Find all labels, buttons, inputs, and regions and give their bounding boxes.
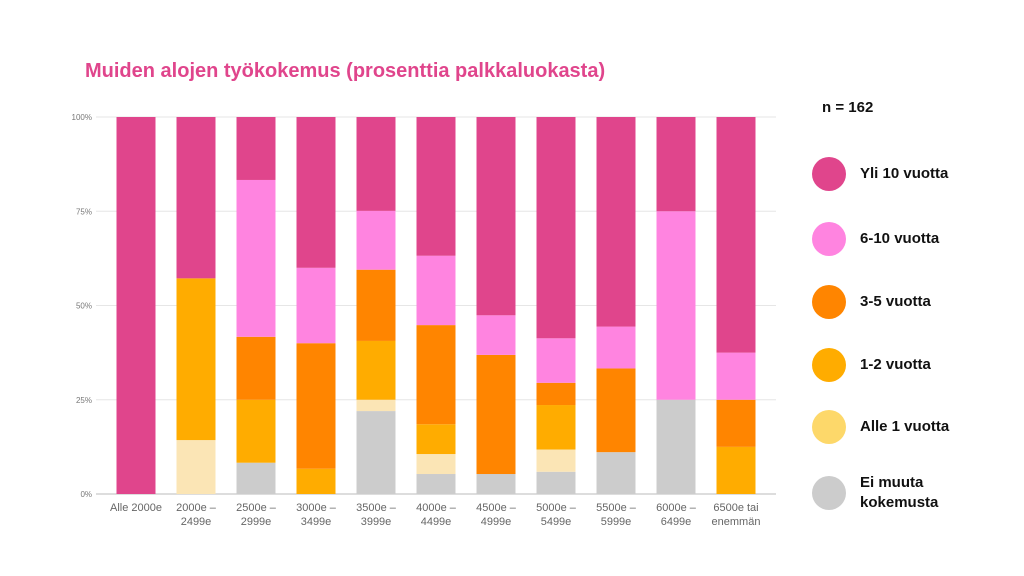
- x-tick-label: 5000e –: [536, 502, 577, 514]
- bar-segment: [416, 454, 456, 475]
- legend-item: 3-5 vuotta: [812, 285, 990, 319]
- y-tick-label: 0%: [80, 490, 92, 499]
- legend-swatch-1-2-years: [812, 348, 846, 382]
- bar-segment: [176, 440, 216, 494]
- x-tick-label: 2999e: [241, 516, 272, 528]
- x-tick-label: 2000e –: [176, 502, 217, 514]
- y-tick-label: 50%: [76, 302, 92, 311]
- bar-segment: [716, 399, 756, 447]
- y-tick-label: 25%: [76, 396, 92, 405]
- bar-segment: [476, 117, 516, 316]
- x-tick-label: enemmän: [712, 516, 761, 528]
- bar-segment: [536, 449, 576, 472]
- legend-label: 3-5 vuotta: [860, 293, 931, 310]
- bar-segment: [236, 462, 276, 494]
- bar-segment: [536, 382, 576, 406]
- bar-segment: [236, 117, 276, 180]
- bar-segment: [476, 315, 516, 355]
- bar-segment: [656, 211, 696, 400]
- x-tick-label: 5499e: [541, 516, 572, 528]
- bar-segment: [356, 210, 396, 270]
- legend-label: 1-2 vuotta: [860, 356, 931, 373]
- bar-segment: [536, 338, 576, 383]
- bar-segment: [596, 368, 636, 453]
- legend-label: Alle 1 vuotta: [860, 418, 950, 435]
- x-tick-label: 2500e –: [236, 502, 277, 514]
- bar-segment: [356, 117, 396, 211]
- legend-item: Alle 1 vuotta: [812, 410, 990, 444]
- bar-segment: [236, 399, 276, 463]
- x-tick-label: 6499e: [661, 516, 692, 528]
- bar-segment: [656, 117, 696, 212]
- bar-segment: [416, 325, 456, 425]
- bar-segment: [716, 446, 756, 494]
- x-tick-label: 4999e: [481, 516, 512, 528]
- bar-segment: [296, 468, 336, 494]
- bar-segment: [476, 474, 516, 494]
- bar-segment: [416, 255, 456, 326]
- bar-segment: [716, 352, 756, 400]
- bar-segment: [296, 343, 336, 469]
- legend-label: 6-10 vuotta: [860, 230, 940, 247]
- bar-segment: [596, 117, 636, 327]
- bar-segment: [236, 336, 276, 400]
- bar-segment: [416, 424, 456, 455]
- x-tick-label: 4000e –: [416, 502, 457, 514]
- x-tick-label: 3500e –: [356, 502, 397, 514]
- legend-swatch-no-experience: [812, 476, 846, 510]
- bar-segment: [536, 117, 576, 339]
- x-tick-label: 2499e: [181, 516, 212, 528]
- legend-swatch-6-10-years: [812, 222, 846, 256]
- x-tick-label: 4500e –: [476, 502, 517, 514]
- chart-title: Muiden alojen työkokemus (prosenttia pal…: [85, 60, 606, 82]
- x-tick-label: 3999e: [361, 516, 392, 528]
- x-tick-label: 4499e: [421, 516, 452, 528]
- x-tick-label: 5500e –: [596, 502, 637, 514]
- x-tick-label: Alle 2000e: [110, 502, 162, 514]
- sample-size-note: n = 162: [822, 99, 874, 116]
- legend-item: 1-2 vuotta: [812, 348, 990, 382]
- x-tick-label: 3000e –: [296, 502, 337, 514]
- bar-segment: [236, 179, 276, 337]
- legend-swatch-3-5-years: [812, 285, 846, 319]
- bar-segment: [536, 405, 576, 450]
- legend-swatch-over-10-years: [812, 157, 846, 191]
- bar-segment: [416, 117, 456, 256]
- x-tick-label: 6500e tai: [713, 502, 758, 514]
- bar-segment: [596, 326, 636, 369]
- legend-item: Ei muuta kokemusta: [812, 473, 990, 513]
- x-tick-label: 5999e: [601, 516, 632, 528]
- legend-swatch-under-1-year: [812, 410, 846, 444]
- bar-segment: [536, 471, 576, 494]
- bar-segment: [356, 411, 396, 494]
- bar-segment: [116, 117, 156, 494]
- bar-segment: [176, 117, 216, 279]
- bar-segment: [356, 340, 396, 400]
- bar-segment: [296, 117, 336, 268]
- y-tick-label: 75%: [76, 207, 92, 216]
- x-tick-label: 6000e –: [656, 502, 697, 514]
- bar-segment: [416, 474, 456, 494]
- legend-item: Yli 10 vuotta: [812, 157, 990, 191]
- bar-segment: [596, 452, 636, 494]
- bar-segment: [656, 399, 696, 494]
- bar-segment: [176, 278, 216, 441]
- bar-segment: [296, 267, 336, 344]
- legend-label: Yli 10 vuotta: [860, 165, 949, 182]
- legend-label: Ei muuta kokemusta: [860, 474, 939, 511]
- legend-item: 6-10 vuotta: [812, 222, 990, 256]
- y-tick-label: 100%: [72, 113, 92, 122]
- x-tick-label: 3499e: [301, 516, 332, 528]
- bar-segment: [356, 399, 396, 412]
- bar-segment: [356, 269, 396, 341]
- bar-segment: [716, 117, 756, 353]
- bar-segment: [476, 354, 516, 475]
